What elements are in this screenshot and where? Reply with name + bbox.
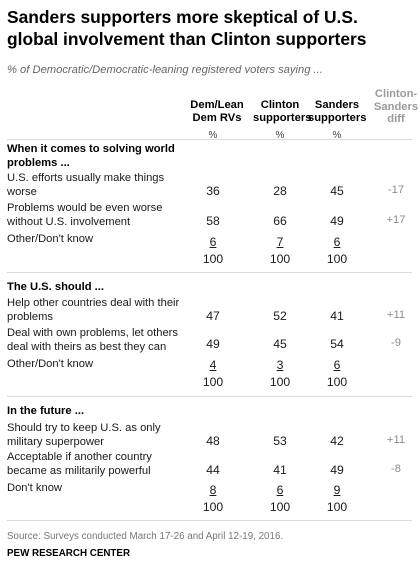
subtitle: % of Democratic/Democratic-leaning regis… <box>7 64 323 76</box>
total-cell: 100 <box>269 500 291 514</box>
divider <box>7 139 412 140</box>
total-cell: 100 <box>326 252 348 266</box>
value-cell: 49 <box>330 463 344 477</box>
section-heading: The U.S. should ... <box>7 281 104 293</box>
section-heading: In the future ... <box>7 405 85 417</box>
row-label: Don't know <box>7 482 62 494</box>
value-cell: 42 <box>330 434 344 448</box>
total-cell: 100 <box>269 252 291 266</box>
percent-unit-c2: % <box>275 130 285 141</box>
section-heading: When it comes to solving world problems … <box>7 143 175 169</box>
value-cell: 4 <box>209 358 217 372</box>
value-cell: 52 <box>273 309 287 323</box>
diff-cell: -9 <box>391 337 401 349</box>
value-cell: 45 <box>273 337 287 351</box>
value-cell: 48 <box>206 434 220 448</box>
row-label: Deal with own problems, let others deal … <box>7 327 178 353</box>
row-label: Should try to keep U.S. as only military… <box>7 422 161 448</box>
percent-unit-c3: % <box>332 130 342 141</box>
value-cell: 44 <box>206 463 220 477</box>
value-cell: 66 <box>273 214 287 228</box>
row-label: Other/Don't know <box>7 233 94 245</box>
value-cell: 49 <box>330 214 344 228</box>
row-label: Other/Don't know <box>7 358 94 370</box>
total-cell: 100 <box>326 375 348 389</box>
value-cell: 41 <box>273 463 287 477</box>
column-header-dem-rvs: Dem/Lean Dem RVs <box>190 99 244 124</box>
value-cell: 6 <box>209 235 217 249</box>
value-cell: 9 <box>333 483 341 497</box>
divider <box>7 520 412 521</box>
row-label: Problems would be even worse without U.S… <box>7 202 163 228</box>
diff-cell: -17 <box>387 184 405 196</box>
value-cell: 49 <box>206 337 220 351</box>
row-label: Help other countries deal with their pro… <box>7 297 180 323</box>
value-cell: 41 <box>330 309 344 323</box>
value-cell: 8 <box>209 483 217 497</box>
value-cell: 36 <box>206 184 220 198</box>
value-cell: 54 <box>330 337 344 351</box>
value-cell: 53 <box>273 434 287 448</box>
value-cell: 45 <box>330 184 344 198</box>
total-cell: 100 <box>202 375 224 389</box>
divider <box>7 272 412 273</box>
percent-unit-c1: % <box>208 130 218 141</box>
total-cell: 100 <box>202 500 224 514</box>
value-cell: 6 <box>333 235 341 249</box>
diff-cell: +17 <box>386 214 406 226</box>
divider <box>7 396 412 397</box>
value-cell: 47 <box>206 309 220 323</box>
row-label: U.S. efforts usually make things worse <box>7 172 165 198</box>
value-cell: 7 <box>276 235 284 249</box>
total-cell: 100 <box>202 252 224 266</box>
column-header-clinton: Clinton supporters <box>253 99 312 124</box>
value-cell: 6 <box>276 483 284 497</box>
value-cell: 3 <box>276 358 284 372</box>
diff-cell: +11 <box>386 434 406 446</box>
total-cell: 100 <box>269 375 291 389</box>
value-cell: 28 <box>273 184 287 198</box>
organization-credit: PEW RESEARCH CENTER <box>7 548 131 559</box>
source-note: Source: Surveys conducted March 17-26 an… <box>7 531 284 542</box>
column-header-diff: Clinton-Sanders diff <box>373 88 419 125</box>
row-label: Acceptable if another country became as … <box>7 451 152 477</box>
value-cell: 58 <box>206 214 220 228</box>
diff-cell: +11 <box>386 309 406 321</box>
total-cell: 100 <box>326 500 348 514</box>
diff-cell: -8 <box>391 463 401 475</box>
column-header-sanders: Sanders supporters <box>308 99 367 124</box>
value-cell: 6 <box>333 358 341 372</box>
chart-title: Sanders supporters more skeptical of U.S… <box>7 7 367 49</box>
